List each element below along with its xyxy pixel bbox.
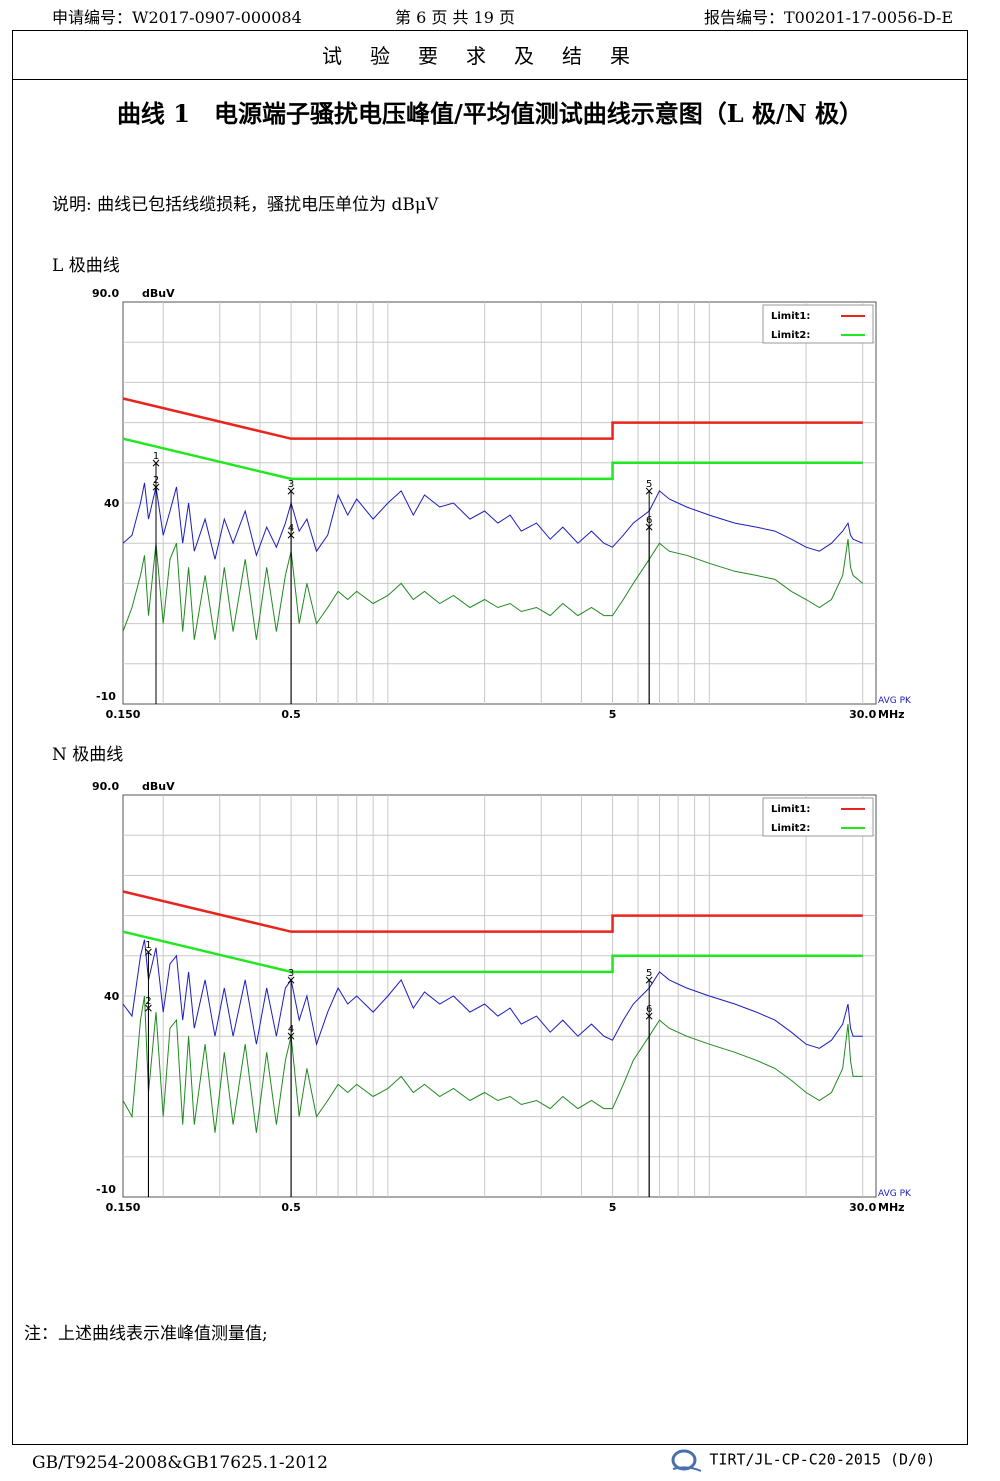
x-tick-label: 0.5: [281, 708, 301, 721]
marker-x: ×: [143, 1001, 153, 1015]
application-number: 申请编号：W2017-0907-000084: [52, 8, 302, 27]
y-unit-label: dBuV: [142, 780, 175, 793]
legend-label: Limit1:: [771, 311, 810, 322]
marker-label: 4: [288, 523, 294, 534]
marker-label: 5: [646, 479, 652, 490]
x-unit-label: MHz: [878, 1201, 905, 1214]
note-top: 说明: 曲线已包括线缆损耗，骚扰电压单位为 dBμV: [52, 195, 439, 215]
y-min-label: -10: [96, 690, 116, 703]
x-unit-label: MHz: [878, 708, 905, 721]
l-pole-chart: 90.0 dBuV 40 -10 0.150 0.5 5 30.0 MHz AVG PK × 1 × 2 ×…: [90, 284, 920, 724]
y-mid-label: 40: [104, 497, 120, 510]
x-tick-label: 0.150: [106, 1201, 141, 1214]
x-tick-label: 30.0: [849, 1201, 876, 1214]
form-number: TIRT/JL-CP-C20-2015 (D/0): [709, 1450, 936, 1469]
average-trace: [122, 995, 863, 1133]
y-mid-label: 40: [104, 990, 120, 1003]
marker-label: 2: [145, 996, 151, 1007]
x-tick-label: 5: [609, 708, 617, 721]
page-info: 第 6 页 共 19 页: [395, 8, 515, 27]
y-max-label: 90.0: [92, 287, 119, 300]
limit-line: [122, 397, 863, 440]
n-pole-chart: 90.0 dBuV 40 -10 0.150 0.5 5 30.0 MHz AVG PK × 1 × 2 ×…: [90, 777, 920, 1217]
marker-label: 6: [646, 1004, 652, 1015]
section-title: 试验要求及结果: [12, 30, 968, 80]
n-curve-label: N 极曲线: [52, 745, 124, 765]
x-tick-label: 5: [609, 1201, 617, 1214]
marker-x: ×: [286, 528, 296, 542]
marker-label: 3: [288, 479, 294, 490]
corner-label: AVG PK: [878, 1189, 912, 1199]
marker-label: 1: [153, 451, 159, 462]
footer-form: TIRT/JL-CP-C20-2015 (D/0): [670, 1447, 935, 1473]
report-number: 报告编号：T00201-17-0056-D-E: [704, 8, 954, 27]
corner-label: AVG PK: [878, 696, 912, 706]
marker-label: 2: [153, 475, 159, 486]
lab-logo-icon: [671, 1449, 702, 1472]
marker-label: 4: [288, 1024, 294, 1035]
average-trace: [122, 539, 864, 640]
marker-x: ×: [644, 973, 654, 987]
marker-x: ×: [286, 973, 296, 987]
marker-x: ×: [644, 520, 654, 534]
peak-trace: [122, 482, 863, 560]
legend-label: Limit1:: [771, 804, 810, 815]
x-tick-label: 30.0: [849, 708, 876, 721]
limit-line: [122, 890, 863, 933]
page-frame: [12, 30, 968, 1445]
marker-x: ×: [644, 1009, 654, 1023]
peak-trace: [122, 939, 863, 1049]
curve-title: 曲线 1 电源端子骚扰电压峰值/平均值测试曲线示意图（L 极/N 极）: [116, 99, 864, 128]
limit-line: [122, 930, 863, 974]
marker-x: ×: [286, 484, 296, 498]
marker-label: 1: [145, 940, 151, 951]
legend-box: [762, 304, 874, 344]
y-unit-label: dBuV: [142, 287, 175, 300]
marker-x: ×: [644, 484, 654, 498]
legend-label: Limit2:: [771, 330, 810, 341]
y-max-label: 90.0: [92, 780, 119, 793]
legend-box: [762, 797, 874, 837]
marker-label: 6: [646, 515, 652, 526]
marker-x: ×: [151, 480, 161, 494]
x-tick-label: 0.5: [281, 1201, 301, 1214]
marker-x: ×: [151, 456, 161, 470]
l-curve-label: L 极曲线: [52, 256, 120, 276]
y-min-label: -10: [96, 1183, 116, 1196]
limit-line: [122, 437, 863, 481]
legend-label: Limit2:: [771, 823, 810, 834]
marker-label: 5: [646, 968, 652, 979]
marker-x: ×: [143, 945, 153, 959]
footer-standard: GB/T9254-2008&GB17625.1-2012: [32, 1453, 328, 1473]
marker-x: ×: [286, 1029, 296, 1043]
note-bottom: 注：上述曲线表示准峰值测量值;: [24, 1324, 268, 1344]
x-tick-label: 0.150: [106, 708, 141, 721]
marker-label: 3: [288, 968, 294, 979]
